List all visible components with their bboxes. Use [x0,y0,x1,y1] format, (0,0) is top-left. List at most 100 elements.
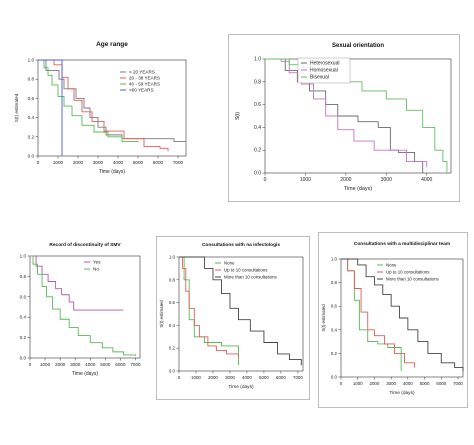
series-line-3 [38,59,63,156]
y-tick-label: 0.0 [20,356,27,361]
plot-frame [29,255,141,359]
y-tick-label: 0.4 [331,327,338,332]
y-tick-label: 0.2 [331,351,338,356]
x-tick-label: 7000 [173,160,184,165]
series-line-1 [30,255,136,356]
x-tick-label: 2000 [55,362,66,367]
x-tick-label: 0 [178,375,181,380]
x-tick-label: 7000 [130,362,141,367]
legend-entry: None [224,261,235,266]
x-tick-label: 3000 [225,375,235,380]
chart-title: Consultations with a multidisciplinar te… [354,241,450,247]
legend-entry: None [386,263,397,268]
series-line-2 [341,258,464,372]
legend-entry: More than 10 consultations [224,275,278,280]
legend-entry: Up to 10 consultations [224,268,268,273]
x-tick-label: 0 [264,177,267,183]
x-tick-label: 1000 [353,381,363,386]
y-tick-label: 0.4 [20,315,27,320]
y-tick-label: 0.8 [20,274,27,279]
x-tick-label: 7000 [453,381,463,386]
plot-frame [340,258,464,378]
legend-entry: Up to 10 consultations [386,270,430,275]
y-tick-label: 0.4 [169,323,176,328]
legend-box [297,57,351,84]
x-axis-label: Time (days) [72,371,99,377]
series-line-0 [38,59,186,143]
y-tick-label: 0.6 [169,300,176,305]
y-tick-label: 0.8 [28,77,35,82]
x-tick-label: 4000 [421,177,432,183]
legend-entry: Homosexual [310,68,338,74]
series-line-0 [30,255,124,311]
x-tick-label: 3000 [93,160,104,165]
x-axis-label: Time (days) [344,186,372,192]
y-axis-label: S(t) estimated [14,93,19,122]
y-tick-label: 0.2 [28,134,35,139]
chart-title: Sexual orientation [332,43,384,49]
x-tick-label: 5000 [259,375,269,380]
y-tick-label: 0.2 [20,335,27,340]
y-tick-label: 0.6 [331,304,338,309]
series-line-0 [179,256,239,366]
legend-entry: Yes [93,260,101,265]
chart-title: Record of discontinuity of SMV [49,242,121,248]
x-tick-label: 2000 [340,177,351,183]
x-tick-label: 7000 [293,375,303,380]
y-tick-label: 0.0 [331,375,338,380]
y-tick-label: 0.0 [169,369,176,374]
chart-multi-svg: Consultations with a multidisciplinar te… [321,241,464,396]
y-tick-label: 0.4 [254,125,261,131]
x-tick-label: 5000 [420,381,430,386]
chart-title: Consultations with na infectologis [202,242,280,248]
chart-title: Age range [96,41,128,48]
chart-panel-infectologist-consultations: Consultations with na infectologis 0 1000 2… [156,236,310,400]
y-axis-label: S(t) estimated [159,300,164,328]
y-tick-label: 1.0 [20,254,27,259]
y-tick-label: 0.6 [28,96,35,101]
y-axis-label: S(t) [235,112,241,120]
plot-frame [178,256,304,372]
x-tick-label: 0 [29,362,32,367]
plot-frame [37,59,187,157]
legend-entry: < 20 YEARS [129,70,155,75]
x-tick-label: 1000 [300,177,311,183]
chart-panel-smv-discontinuity: Record of discontinuity of SMV 0 1000 2000 3… [6,238,146,388]
y-tick-label: 0.4 [28,115,35,120]
y-tick-label: 0.8 [331,280,338,285]
chart-legend: None Up to 10 consultations More than 10 c… [215,261,278,280]
y-axis-label: S(t) estimated [321,304,326,332]
x-tick-label: 2000 [370,381,380,386]
series-line-0 [265,58,424,173]
y-tick-label: 1.0 [331,257,338,262]
x-tick-label: 3000 [386,381,396,386]
x-axis-label: Time (days) [228,384,254,390]
x-tick-label: 2000 [73,160,84,165]
x-tick-label: 3000 [70,362,81,367]
chart-legend: Yes No [84,260,101,272]
x-tick-label: 5000 [133,160,144,165]
x-tick-label: 0 [37,160,40,165]
x-tick-label: 6000 [115,362,126,367]
x-tick-label: 4000 [85,362,96,367]
y-tick-label: 0.2 [169,346,176,351]
x-tick-label: 4000 [403,381,413,386]
legend-entry: >60 YEARS [129,88,154,93]
y-tick-label: 0.0 [28,154,35,159]
series-line-2 [179,256,302,366]
y-tick-label: 0.6 [254,102,261,108]
x-tick-label: 3000 [381,177,392,183]
legend-entry: No [93,267,99,272]
chart-panel-multidisciplinary-consultations: Consultations with a multidisciplinar te… [318,232,468,408]
legend-entry: More than 10 consultations [386,277,440,282]
y-tick-label: 1.0 [28,58,35,63]
y-tick-label: 0.0 [254,171,261,177]
y-tick-label: 1.0 [169,255,176,260]
x-tick-label: 2000 [208,375,218,380]
x-tick-label: 5000 [100,362,111,367]
series-line-1 [341,258,415,368]
y-tick-label: 1.0 [254,57,261,63]
chart-age-svg: Age range 0 1000 2000 3000 4000 5000 6000 7000 0.… [14,41,187,175]
